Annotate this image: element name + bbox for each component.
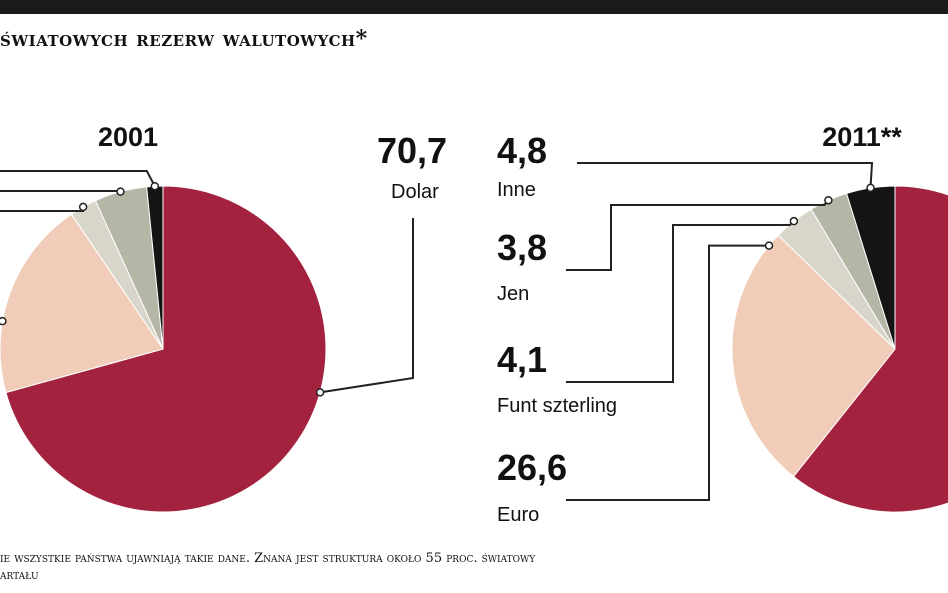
pie-2-euro-leader-dot	[764, 241, 774, 250]
pie-1-funt-leader	[0, 206, 85, 212]
footnote-line-1: ie wszystkie państwa ujawniają takie dan…	[0, 551, 536, 566]
pie-2-euro-leader	[566, 244, 769, 501]
pie-1-euro-leader-dot	[0, 316, 7, 326]
pie-2-inne-leader-dot	[866, 183, 875, 193]
pie-1-dolar-value: 70,7	[377, 130, 447, 171]
pie-2-slice-euro	[731, 234, 896, 478]
pie-1-year-label: 2001	[98, 122, 158, 152]
pie-2-funt-value: 4,1	[497, 339, 547, 380]
footnote: ie wszystkie państwa ujawniają takie dan…	[0, 550, 948, 584]
pie-1-dolar-leader	[319, 218, 414, 394]
pie-2-slice-dolar	[792, 185, 948, 513]
pie-2-jen-value: 3,8	[497, 227, 547, 268]
pie-1-dolar-name: Dolar	[391, 181, 439, 203]
pie-1-inne-leader	[0, 170, 156, 187]
pie-2-euro-value: 26,6	[497, 447, 567, 488]
pie-2-year-label: 2011**	[822, 122, 902, 152]
pie-1-slice-dolar	[5, 185, 327, 513]
chart-title: światowych rezerw walutowych*	[0, 26, 368, 52]
pie-1-slice-euro	[0, 213, 164, 394]
pie-2-funt-name: Funt szterling	[497, 395, 617, 417]
pie-2-funt-leader-dot	[789, 216, 799, 226]
pie-1-funt-leader-dot	[78, 202, 88, 212]
pie-1-jen-leader-dot	[116, 187, 125, 196]
pie-2-inne-name: Inne	[497, 179, 536, 201]
pie-1-dolar-leader-dot	[315, 388, 325, 397]
pie-2-jen-leader-dot	[824, 195, 833, 205]
pie-2-inne-value: 4,8	[497, 130, 547, 171]
footnote-line-2: artału	[0, 568, 39, 583]
pie-2-jen-name: Jen	[497, 283, 529, 305]
pie-2-inne-leader	[577, 162, 874, 188]
pie-1-inne-leader-dot	[150, 181, 160, 191]
top-bar	[0, 0, 948, 14]
pie-1-jen-leader	[0, 190, 122, 192]
pie-2-euro-name: Euro	[497, 504, 539, 526]
